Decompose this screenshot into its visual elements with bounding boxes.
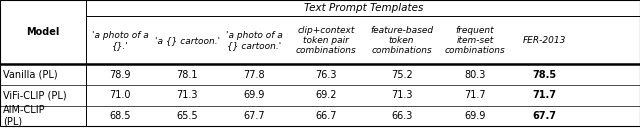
- Text: 69.2: 69.2: [316, 90, 337, 100]
- Text: 71.7: 71.7: [532, 90, 556, 100]
- Text: clip+context
token pair
combinations: clip+context token pair combinations: [296, 26, 356, 55]
- Text: 71.7: 71.7: [465, 90, 486, 100]
- Text: 76.3: 76.3: [316, 70, 337, 80]
- Text: 77.8: 77.8: [244, 70, 265, 80]
- Text: 75.2: 75.2: [391, 70, 412, 80]
- Text: 80.3: 80.3: [465, 70, 486, 80]
- Text: 'a photo of a
{} cartoon.': 'a photo of a {} cartoon.': [226, 31, 283, 50]
- Text: 71.3: 71.3: [177, 90, 198, 100]
- Text: 78.5: 78.5: [532, 70, 556, 80]
- Text: 69.9: 69.9: [465, 111, 486, 121]
- Text: ViFi-CLIP (PL): ViFi-CLIP (PL): [3, 90, 67, 100]
- Text: 78.9: 78.9: [109, 70, 131, 80]
- Text: frequent
item-set
combinations: frequent item-set combinations: [445, 26, 506, 55]
- Text: 68.5: 68.5: [109, 111, 131, 121]
- Text: 71.3: 71.3: [391, 90, 412, 100]
- Text: 65.5: 65.5: [177, 111, 198, 121]
- Text: FER-2013: FER-2013: [522, 36, 566, 45]
- Text: Vanilla (PL): Vanilla (PL): [3, 70, 58, 80]
- Text: 67.7: 67.7: [532, 111, 556, 121]
- Text: 'a photo of a
{}.': 'a photo of a {}.': [92, 31, 148, 50]
- Text: 66.3: 66.3: [391, 111, 412, 121]
- Text: feature-based
token
combinations: feature-based token combinations: [370, 26, 433, 55]
- Text: Text Prompt Templates: Text Prompt Templates: [303, 3, 423, 13]
- Text: 69.9: 69.9: [244, 90, 265, 100]
- Text: Model: Model: [26, 27, 60, 37]
- Text: 'a {} cartoon.': 'a {} cartoon.': [155, 36, 220, 45]
- Text: 78.1: 78.1: [177, 70, 198, 80]
- Text: 71.0: 71.0: [109, 90, 131, 100]
- Text: AIM-CLIP
(PL): AIM-CLIP (PL): [3, 105, 46, 127]
- Text: 67.7: 67.7: [244, 111, 265, 121]
- Text: 66.7: 66.7: [316, 111, 337, 121]
